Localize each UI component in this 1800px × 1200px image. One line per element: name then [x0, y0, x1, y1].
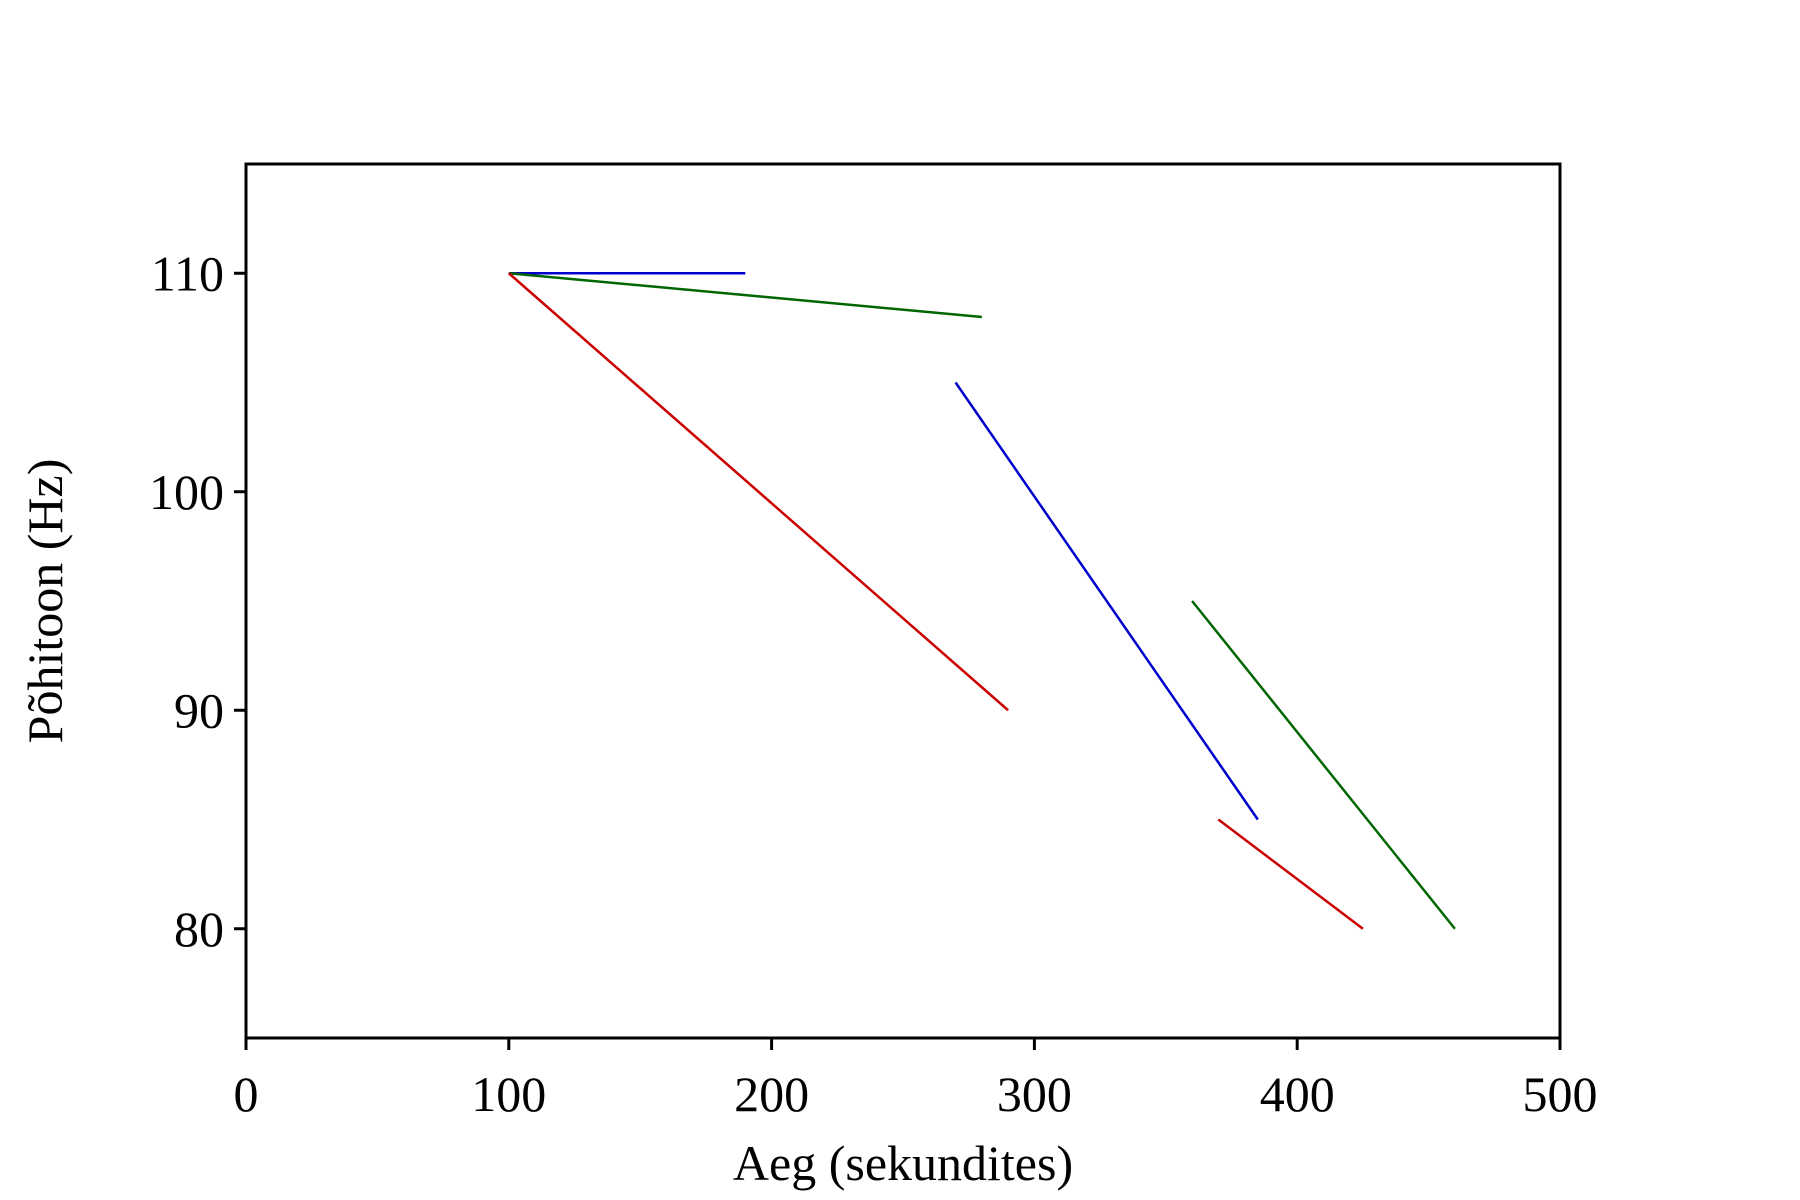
series-line-4: [954, 381, 1259, 821]
y-tick-label: 90: [174, 682, 224, 738]
y-tick-label: 100: [149, 464, 224, 520]
x-tick-label: 0: [234, 1066, 259, 1122]
y-tick-label: 110: [151, 245, 224, 301]
x-tick-label: 100: [471, 1066, 546, 1122]
series-layer: [507, 272, 1456, 930]
x-axis-label: Aeg (sekundites): [733, 1135, 1073, 1191]
x-tick-label: 300: [997, 1066, 1072, 1122]
series-line-2: [508, 272, 982, 319]
y-axis-label: Põhitoon (Hz): [17, 459, 73, 744]
plot-frame: [244, 162, 1562, 1040]
series-line-6: [1217, 818, 1364, 930]
y-tick-label: 80: [174, 901, 224, 957]
x-tick-label: 200: [734, 1066, 809, 1122]
x-tick-label: 400: [1260, 1066, 1335, 1122]
x-axis: 0 100 200 300 400 500: [234, 1038, 1598, 1122]
x-tick-label: 500: [1523, 1066, 1598, 1122]
series-line-3: [507, 272, 1009, 712]
series-line-5: [1191, 600, 1456, 930]
y-axis: 80 90 100 110: [149, 245, 246, 957]
